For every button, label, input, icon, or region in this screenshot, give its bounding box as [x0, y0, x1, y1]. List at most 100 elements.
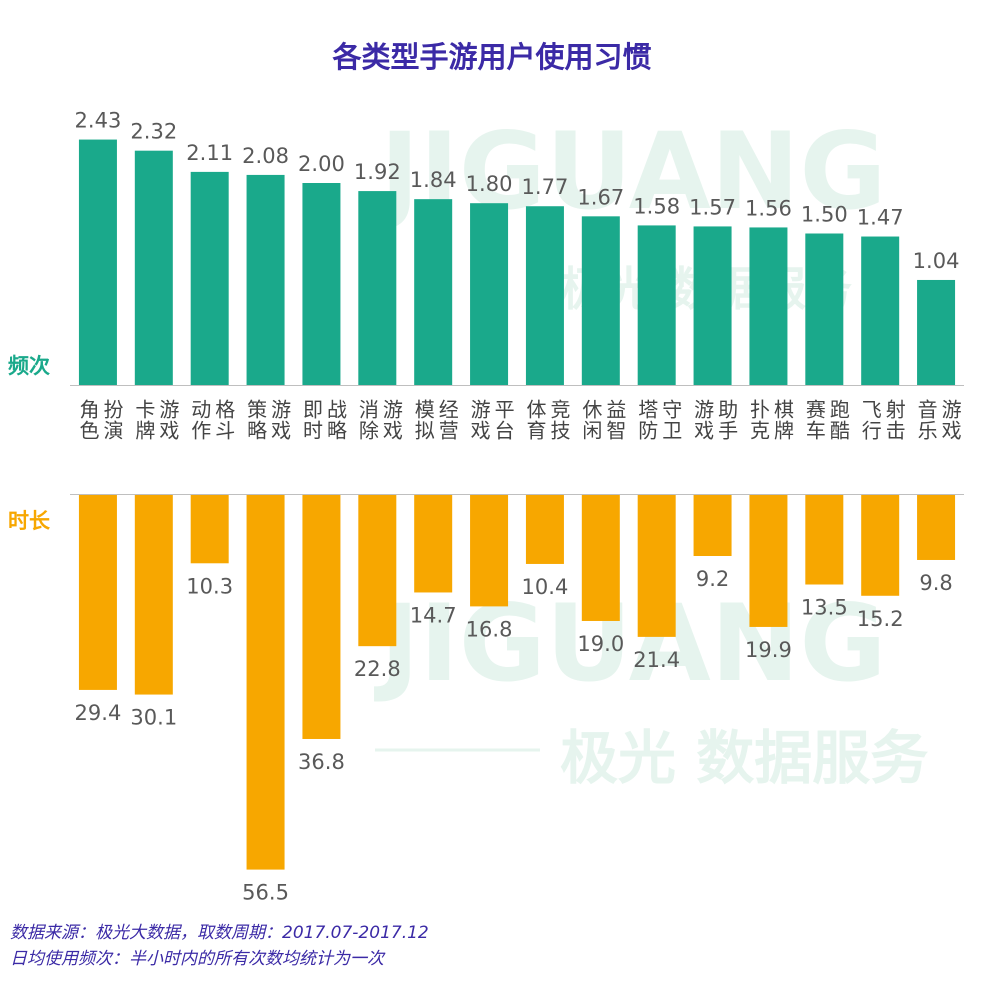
svg-text:跑酷: 跑酷 [826, 399, 850, 441]
frequency-bar [805, 233, 844, 385]
category-labels: 角色 扮演 卡牌 游戏 动作 格斗 策略 游戏 即时 战略 消除 游戏 模拟 经营 游戏 平台 体育 竞技 休闲 益智… [76, 399, 962, 441]
frequency-value-label: 1.04 [913, 249, 960, 273]
duration-bar [358, 495, 397, 647]
svg-text:竞技: 竞技 [547, 399, 571, 441]
svg-text:平台: 平台 [491, 399, 515, 441]
svg-text:音乐: 音乐 [914, 399, 938, 441]
frequency-value-label: 1.50 [801, 203, 848, 227]
duration-bar [749, 495, 788, 627]
frequency-bar [470, 203, 509, 385]
svg-text:射击: 射击 [882, 399, 906, 441]
frequency-value-label: 1.80 [466, 172, 513, 196]
frequency-value-label: 2.11 [186, 141, 233, 165]
frequency-value-label: 2.00 [298, 152, 345, 176]
watermark-wordmark-bottom: JIGUANG [374, 582, 886, 705]
duration-bar [470, 495, 509, 607]
frequency-bar [134, 150, 173, 385]
svg-text:体育: 体育 [523, 399, 547, 441]
svg-text:飞行: 飞行 [858, 399, 882, 441]
svg-text:游戏: 游戏 [156, 399, 180, 441]
svg-text:益智: 益智 [603, 399, 627, 441]
category-label: 音乐 游戏 [914, 399, 962, 441]
duration-value-label: 29.4 [75, 701, 122, 725]
frequency-bar [749, 227, 788, 385]
frequency-bars [78, 139, 956, 385]
category-label: 休闲 益智 [579, 399, 627, 441]
duration-value-label: 13.5 [801, 596, 848, 620]
duration-bar [861, 495, 900, 596]
category-label: 赛车 跑酷 [802, 399, 850, 441]
frequency-value-label: 2.32 [130, 120, 177, 144]
duration-value-label: 21.4 [633, 648, 680, 672]
watermark-wordmark-top: JIGUANG [374, 110, 886, 233]
duration-value-label: 10.3 [186, 574, 233, 598]
category-label: 即时 战略 [299, 399, 347, 441]
duration-bar [581, 495, 620, 621]
duration-bar [78, 495, 117, 690]
frequency-bar [693, 226, 732, 385]
svg-text:游戏: 游戏 [467, 399, 491, 441]
frequency-value-label: 1.57 [689, 195, 736, 219]
frequency-bar [581, 216, 620, 385]
frequency-bar [190, 171, 229, 385]
svg-text:策略: 策略 [244, 399, 268, 441]
duration-bar [525, 495, 564, 564]
frequency-value-label: 1.47 [857, 206, 904, 230]
frequency-bar [861, 236, 900, 385]
category-label: 塔防 守卫 [635, 399, 683, 441]
svg-text:赛车: 赛车 [802, 399, 826, 441]
frequency-value-label: 1.58 [633, 194, 680, 218]
duration-value-labels: 29.4 30.1 10.3 56.5 36.8 22.8 14.7 16.8 10.4 19.0… [75, 567, 953, 905]
axes [70, 385, 964, 495]
frequency-bar [246, 174, 285, 385]
definition-footnote: 日均使用频次：半小时内的所有次数均统计为一次 [10, 949, 384, 969]
duration-value-label: 16.8 [466, 617, 513, 641]
svg-text:休闲: 休闲 [579, 399, 603, 441]
frequency-value-label: 1.84 [410, 168, 457, 192]
chart-title: 各类型手游用户使用习惯 [332, 40, 652, 74]
svg-text:助手: 助手 [715, 399, 739, 441]
duration-bar [693, 495, 732, 556]
category-label: 策略 游戏 [244, 399, 292, 441]
duration-series-label: 时长 [8, 509, 50, 533]
category-label: 角色 扮演 [76, 399, 124, 441]
category-label: 游戏 平台 [467, 399, 515, 441]
svg-text:棋牌: 棋牌 [770, 399, 794, 441]
frequency-value-label: 1.67 [577, 185, 624, 209]
svg-text:游戏: 游戏 [938, 399, 962, 441]
svg-text:守卫: 守卫 [659, 399, 683, 441]
duration-bar [302, 495, 341, 739]
frequency-series-label: 频次 [8, 354, 50, 378]
duration-value-label: 19.0 [577, 632, 624, 656]
duration-bar [134, 495, 173, 695]
frequency-bar [78, 139, 117, 385]
watermark-brand-bottom: 极光 数据服务 [560, 724, 928, 792]
svg-text:卡牌: 卡牌 [132, 399, 156, 441]
svg-text:塔防: 塔防 [635, 399, 659, 441]
frequency-bar [525, 206, 564, 385]
frequency-value-labels: 2.43 2.32 2.11 2.08 2.00 1.92 1.84 1.80 1.77 1.67… [75, 109, 960, 273]
svg-text:游戏: 游戏 [379, 399, 403, 441]
svg-text:战略: 战略 [323, 399, 347, 441]
svg-text:扑克: 扑克 [746, 399, 770, 441]
frequency-value-label: 1.77 [522, 175, 569, 199]
duration-value-label: 9.8 [919, 571, 952, 595]
category-label: 模拟 经营 [411, 399, 459, 441]
svg-text:角色: 角色 [76, 399, 100, 441]
svg-text:经营: 经营 [435, 399, 459, 441]
duration-bar [190, 495, 229, 564]
duration-bars [78, 495, 956, 870]
duration-bar [637, 495, 676, 637]
duration-value-label: 19.9 [745, 638, 792, 662]
svg-text:格斗: 格斗 [212, 399, 236, 441]
svg-text:动作: 动作 [188, 399, 212, 441]
frequency-bar [358, 191, 397, 385]
duration-value-label: 14.7 [410, 603, 457, 627]
category-label: 飞行 射击 [858, 399, 906, 441]
duration-value-label: 9.2 [696, 567, 729, 591]
duration-value-label: 36.8 [298, 750, 345, 774]
frequency-bar [414, 199, 453, 385]
category-label: 动作 格斗 [188, 399, 236, 441]
